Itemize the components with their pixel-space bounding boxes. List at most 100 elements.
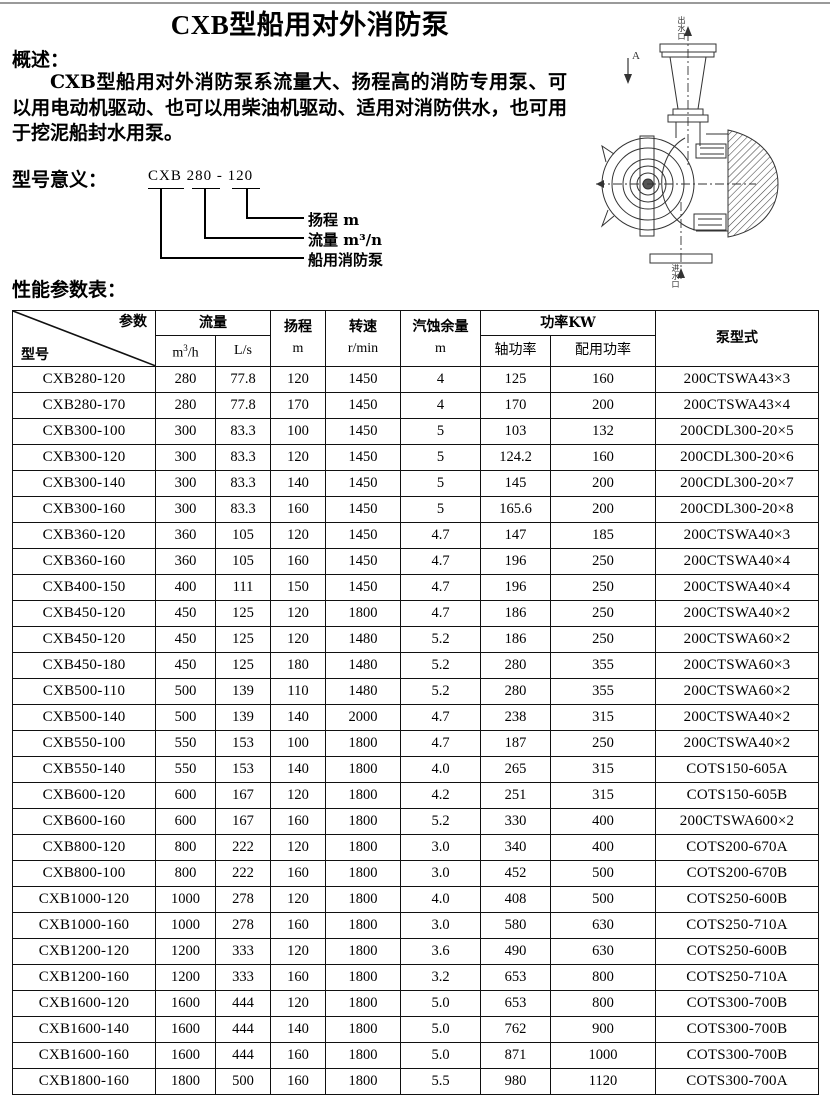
note-head: 扬程 m xyxy=(308,211,360,229)
cell-rated-power: 800 xyxy=(550,989,656,1017)
cell-shaft-power: 280 xyxy=(480,651,551,679)
cell-rated-power: 400 xyxy=(550,833,656,861)
cell-qm3h: 300 xyxy=(155,443,216,471)
table-header-group-row: 参数 型号 流量 扬程 m 转速 r/min 汽蚀余量 m 功率KW 泵型式 xyxy=(12,310,819,367)
cell-ptype: COTS150-605A xyxy=(655,755,819,783)
cell-qls: 333 xyxy=(215,937,271,965)
cell-rated-power: 900 xyxy=(550,1015,656,1043)
cell-head: 120 xyxy=(270,885,326,913)
cell-speed: 1480 xyxy=(325,651,401,679)
cell-model: CXB500-110 xyxy=(12,677,156,705)
cell-npsh: 3.6 xyxy=(400,937,481,965)
cell-speed: 1800 xyxy=(325,833,401,861)
cell-model: CXB300-100 xyxy=(12,417,156,445)
cell-ptype: COTS250-710A xyxy=(655,911,819,939)
cell-speed: 1450 xyxy=(325,443,401,471)
cell-shaft-power: 408 xyxy=(480,885,551,913)
table-row: CXB360-120 360 105 120 1450 4.7 147 185 200CTSWA… xyxy=(12,521,819,549)
header-corner-cell: 参数 型号 xyxy=(12,310,156,367)
cell-model: CXB1200-120 xyxy=(12,937,156,965)
cell-head: 120 xyxy=(270,625,326,653)
table-row: CXB800-120 800 222 120 1800 3.0 340 400 COTS200-… xyxy=(12,833,819,861)
cell-speed: 1800 xyxy=(325,807,401,835)
table-row: CXB450-180 450 125 180 1480 5.2 280 355 200CTSWA… xyxy=(12,651,819,679)
cell-qls: 83.3 xyxy=(215,495,271,523)
cell-rated-power: 250 xyxy=(550,729,656,757)
cell-npsh: 4 xyxy=(400,391,481,419)
code-underline-flow xyxy=(192,188,220,189)
cell-model: CXB360-160 xyxy=(12,547,156,575)
cell-npsh: 5.0 xyxy=(400,1041,481,1069)
cell-ptype: COTS300-700B xyxy=(655,989,819,1017)
cell-shaft-power: 340 xyxy=(480,833,551,861)
cell-rated-power: 315 xyxy=(550,781,656,809)
cell-shaft-power: 125 xyxy=(480,365,551,393)
table-row: CXB1600-140 1600 444 140 1800 5.0 762 900 COTS30… xyxy=(12,1015,819,1043)
cell-model: CXB500-140 xyxy=(12,703,156,731)
cell-qls: 444 xyxy=(215,1015,271,1043)
cell-ptype: 200CTSWA40×3 xyxy=(655,521,819,549)
page-title: CXB型船用对外消防泵 xyxy=(170,10,450,40)
cell-npsh: 4.0 xyxy=(400,885,481,913)
cell-qls: 444 xyxy=(215,989,271,1017)
cell-head: 120 xyxy=(270,443,326,471)
cell-head: 160 xyxy=(270,1067,326,1095)
outlet-label: 出水口 xyxy=(677,16,686,40)
top-divider xyxy=(0,2,830,4)
code-underline-cxb xyxy=(148,188,184,189)
cell-npsh: 5 xyxy=(400,417,481,445)
cell-npsh: 5.2 xyxy=(400,807,481,835)
cell-model: CXB550-100 xyxy=(12,729,156,757)
cell-speed: 1800 xyxy=(325,1041,401,1069)
header-group-power: 功率KW xyxy=(480,310,656,336)
cell-rated-power: 315 xyxy=(550,703,656,731)
cell-model: CXB1600-140 xyxy=(12,1015,156,1043)
cell-shaft-power: 145 xyxy=(480,469,551,497)
cell-speed: 1800 xyxy=(325,755,401,783)
pump-drawing-svg xyxy=(596,26,779,282)
cell-shaft-power: 186 xyxy=(480,625,551,653)
table-row: CXB1200-160 1200 333 160 1800 3.2 653 800 COTS25… xyxy=(12,963,819,991)
cell-npsh: 5.2 xyxy=(400,677,481,705)
cell-ptype: 200CDL300-20×5 xyxy=(655,417,819,445)
cell-qls: 153 xyxy=(215,729,271,757)
table-row: CXB500-140 500 139 140 2000 4.7 238 315 200CTSWA… xyxy=(12,703,819,731)
cell-rated-power: 185 xyxy=(550,521,656,549)
cell-shaft-power: 653 xyxy=(480,963,551,991)
cell-ptype: COTS200-670A xyxy=(655,833,819,861)
leader-family-vertical xyxy=(160,188,162,258)
cell-model: CXB1000-120 xyxy=(12,885,156,913)
header-group-head-unit: m xyxy=(292,341,304,357)
cell-npsh: 3.0 xyxy=(400,859,481,887)
cell-shaft-power: 280 xyxy=(480,677,551,705)
cell-ptype: 200CTSWA43×3 xyxy=(655,365,819,393)
cell-ptype: 200CTSWA40×2 xyxy=(655,703,819,731)
header-unit-flow-m3h: m3/h xyxy=(155,335,216,367)
table-row: CXB300-140 300 83.3 140 1450 5 145 200 200CDL300… xyxy=(12,469,819,497)
cell-model: CXB1800-160 xyxy=(12,1067,156,1095)
cell-shaft-power: 251 xyxy=(480,781,551,809)
table-row: CXB600-160 600 167 160 1800 5.2 330 400 200CTSWA… xyxy=(12,807,819,835)
cell-shaft-power: 980 xyxy=(480,1067,551,1095)
cell-qm3h: 1000 xyxy=(155,911,216,939)
cell-speed: 1800 xyxy=(325,937,401,965)
cell-head: 160 xyxy=(270,807,326,835)
cell-speed: 1450 xyxy=(325,391,401,419)
cell-model: CXB300-160 xyxy=(12,495,156,523)
cell-rated-power: 160 xyxy=(550,443,656,471)
cell-npsh: 5.5 xyxy=(400,1067,481,1095)
cell-qm3h: 300 xyxy=(155,417,216,445)
table-row: CXB550-140 550 153 140 1800 4.0 265 315 COTS150-… xyxy=(12,755,819,783)
cell-model: CXB550-140 xyxy=(12,755,156,783)
cell-npsh: 5.0 xyxy=(400,1015,481,1043)
header-group-npsh: 汽蚀余量 m xyxy=(400,310,481,367)
table-row: CXB450-120 450 125 120 1480 5.2 186 250 200CTSWA… xyxy=(12,625,819,653)
cell-head: 120 xyxy=(270,989,326,1017)
cell-qls: 111 xyxy=(215,573,271,601)
cell-qls: 77.8 xyxy=(215,365,271,393)
table-row: CXB1200-120 1200 333 120 1800 3.6 490 630 COTS25… xyxy=(12,937,819,965)
cell-speed: 2000 xyxy=(325,703,401,731)
cell-shaft-power: 238 xyxy=(480,703,551,731)
cell-speed: 1450 xyxy=(325,469,401,497)
header-unit-flow-ls: L/s xyxy=(215,335,271,367)
